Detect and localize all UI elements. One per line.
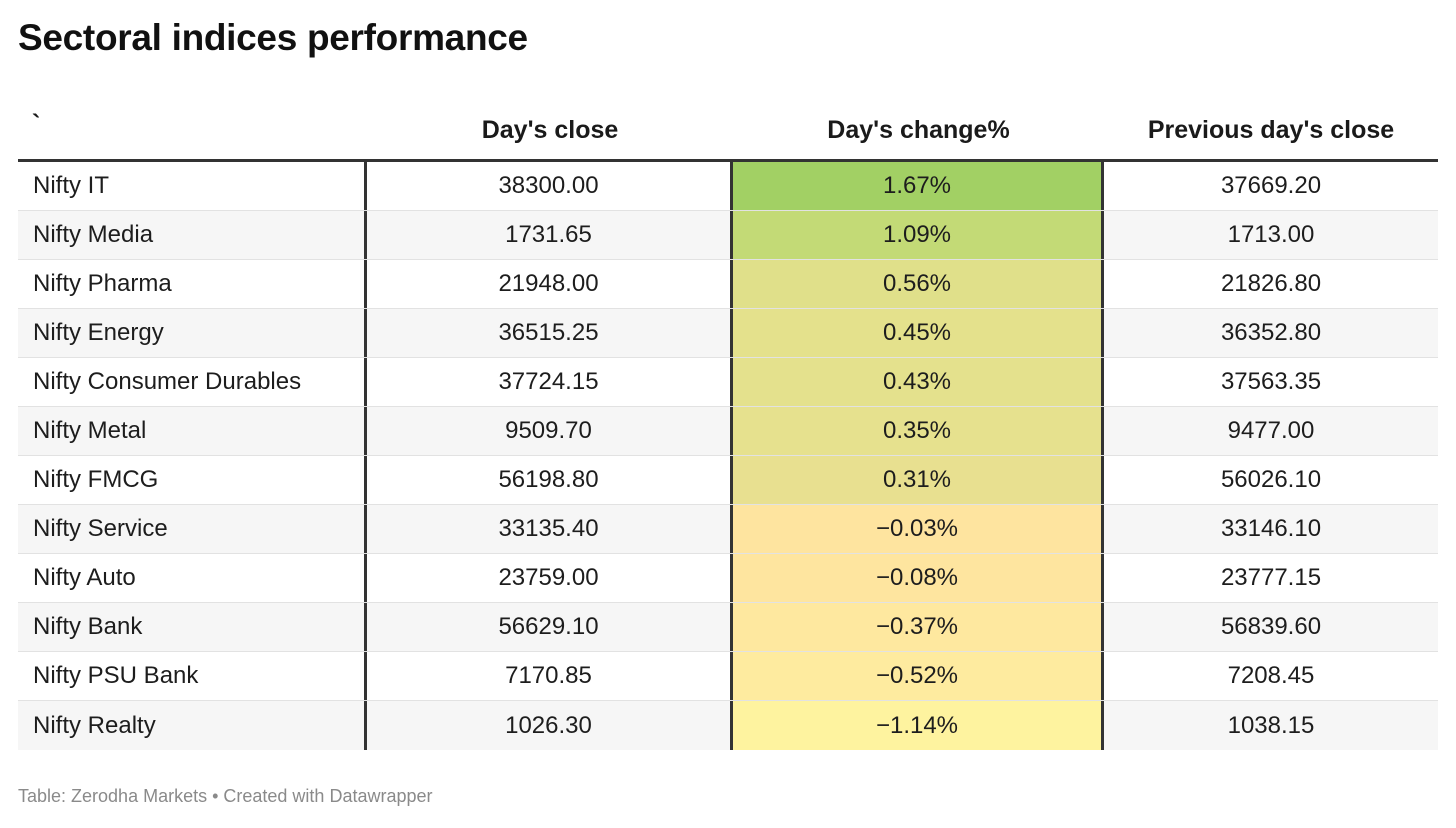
cell-days-change: 0.31% [733, 456, 1104, 504]
table-row: Nifty Energy 36515.25 0.45% 36352.80 [18, 309, 1438, 358]
cell-prev-close: 23777.15 [1220, 564, 1322, 591]
cell-days-change: 0.43% [733, 358, 1104, 406]
sector-table: ` Day's close Day's change% Previous day… [18, 100, 1438, 750]
cell-index-name: Nifty Auto [18, 554, 367, 602]
cell-days-close: 7170.85 [367, 652, 733, 700]
cell-days-change: −0.52% [733, 652, 1104, 700]
cell-days-close: 56629.10 [367, 603, 733, 651]
header-prev-close: Previous day's close [1147, 116, 1395, 144]
table-row: Nifty PSU Bank 7170.85 −0.52% 7208.45 [18, 652, 1438, 701]
table-footer: Table: Zerodha Markets • Created with Da… [18, 786, 433, 806]
cell-days-close: 33135.40 [367, 505, 733, 553]
table-row: Nifty Auto 23759.00 −0.08% 23777.15 [18, 554, 1438, 603]
cell-days-close: 23759.00 [367, 554, 733, 602]
cell-prev-close: 36352.80 [1220, 319, 1322, 346]
cell-index-name: Nifty Consumer Durables [18, 358, 367, 406]
cell-index-name: Nifty Pharma [18, 260, 367, 308]
cell-prev-close: 9477.00 [1227, 417, 1315, 444]
cell-days-close: 1731.65 [367, 211, 733, 259]
table-row: Nifty IT 38300.00 1.67% 37669.20 [18, 162, 1438, 211]
cell-prev-close: 33146.10 [1220, 515, 1322, 542]
cell-days-change: 0.45% [733, 309, 1104, 357]
cell-days-change: 1.67% [733, 162, 1104, 210]
table-row: Nifty Realty 1026.30 −1.14% 1038.15 [18, 701, 1438, 750]
table-row: Nifty Consumer Durables 37724.15 0.43% 3756… [18, 358, 1438, 407]
cell-index-name: Nifty Bank [18, 603, 367, 651]
cell-days-change: −0.03% [733, 505, 1104, 553]
header-days-change: Day's change% [827, 116, 1010, 144]
cell-prev-close: 37669.20 [1220, 172, 1322, 199]
table-row: Nifty Bank 56629.10 −0.37% 56839.60 [18, 603, 1438, 652]
cell-days-change: −0.08% [733, 554, 1104, 602]
cell-days-change: −1.14% [733, 701, 1104, 750]
cell-index-name: Nifty Service [18, 505, 367, 553]
cell-days-change: 0.35% [733, 407, 1104, 455]
cell-prev-close: 7208.45 [1227, 662, 1315, 689]
table-body: Nifty IT 38300.00 1.67% 37669.20 Nifty Media… [18, 162, 1438, 750]
cell-index-name: Nifty Media [18, 211, 367, 259]
cell-index-name: Nifty IT [18, 162, 367, 210]
cell-days-close: 36515.25 [367, 309, 733, 357]
cell-days-close: 38300.00 [367, 162, 733, 210]
cell-prev-close: 37563.35 [1220, 368, 1322, 395]
table-header: ` Day's close Day's change% Previous day… [18, 100, 1438, 162]
table-row: Nifty Metal 9509.70 0.35% 9477.00 [18, 407, 1438, 456]
cell-prev-close: 1038.15 [1227, 711, 1315, 739]
cell-index-name: Nifty FMCG [18, 456, 367, 504]
cell-prev-close: 21826.80 [1220, 270, 1322, 297]
cell-days-change: 0.56% [733, 260, 1104, 308]
cell-prev-close: 56026.10 [1220, 466, 1322, 493]
cell-index-name: Nifty PSU Bank [18, 652, 367, 700]
cell-prev-close: 56839.60 [1220, 613, 1322, 640]
cell-days-close: 9509.70 [367, 407, 733, 455]
cell-days-change: −0.37% [733, 603, 1104, 651]
cell-days-close: 56198.80 [367, 456, 733, 504]
table-row: Nifty Pharma 21948.00 0.56% 21826.80 [18, 260, 1438, 309]
cell-days-close: 37724.15 [367, 358, 733, 406]
table-row: Nifty Media 1731.65 1.09% 1713.00 [18, 211, 1438, 260]
header-name: ` [32, 110, 41, 138]
cell-days-close: 21948.00 [367, 260, 733, 308]
cell-prev-close: 1713.00 [1227, 221, 1315, 248]
cell-days-close: 1026.30 [367, 701, 733, 750]
table-title: Sectoral indices performance [18, 17, 528, 58]
cell-index-name: Nifty Realty [18, 701, 367, 750]
table-row: Nifty Service 33135.40 −0.03% 33146.10 [18, 505, 1438, 554]
header-days-close: Day's close [481, 116, 619, 144]
cell-index-name: Nifty Metal [18, 407, 367, 455]
cell-index-name: Nifty Energy [18, 309, 367, 357]
table-row: Nifty FMCG 56198.80 0.31% 56026.10 [18, 456, 1438, 505]
cell-days-change: 1.09% [733, 211, 1104, 259]
